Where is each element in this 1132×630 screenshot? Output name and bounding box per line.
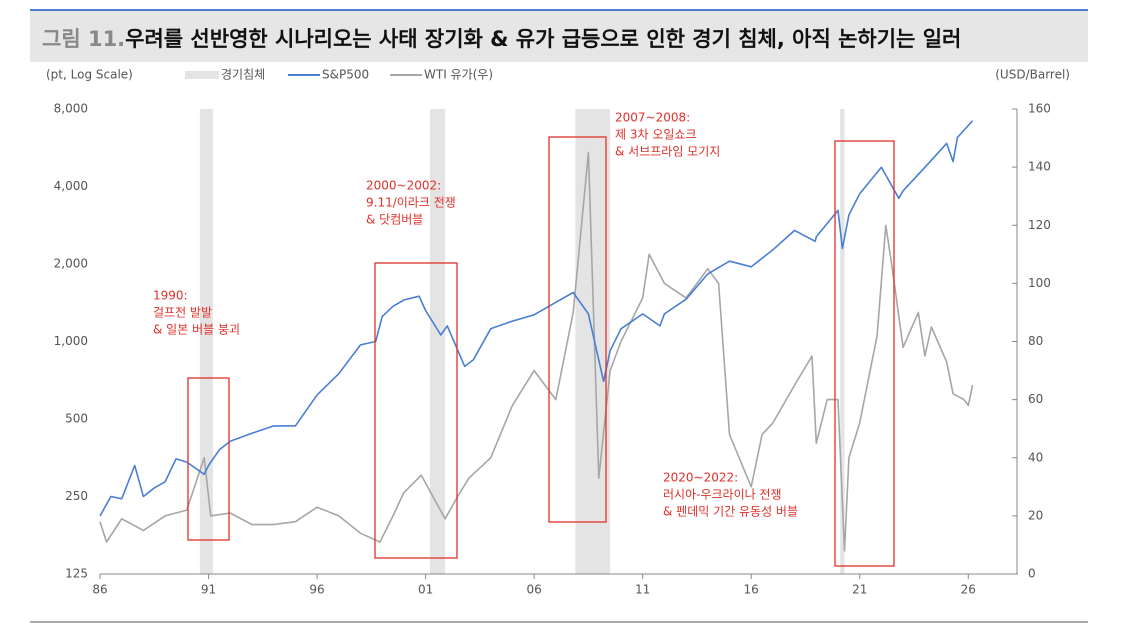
y-tick-label: 125 — [65, 567, 88, 581]
y-tick-label: 1,000 — [54, 334, 88, 348]
annotation-text: 9.11/이라크 전쟁 — [366, 196, 456, 210]
y2-tick-label: 140 — [1028, 160, 1051, 174]
annotation-text: & 닷컴버블 — [366, 213, 423, 227]
y-axis-label: (pt, Log Scale) — [46, 68, 133, 82]
annotation-box — [548, 136, 607, 523]
legend-label: WTI 유가(우) — [424, 68, 493, 82]
title-bar — [30, 10, 1088, 62]
y-tick-label: 4,000 — [54, 179, 88, 193]
x-tick-label: 86 — [92, 583, 107, 597]
y2-tick-label: 20 — [1028, 508, 1043, 522]
annotation-text: 러시아-우크라이나 전쟁 — [663, 488, 782, 502]
y2-tick-label: 120 — [1028, 218, 1051, 232]
x-tick-label: 11 — [635, 583, 650, 597]
annotation-text: 2000~2002: — [366, 179, 441, 193]
recession-band — [199, 109, 213, 574]
legend-label: 경기침체 — [221, 68, 265, 82]
x-tick-label: 91 — [201, 583, 216, 597]
x-tick-label: 21 — [852, 583, 867, 597]
annotation-text: & 일본 버블 붕괴 — [153, 323, 240, 337]
plot — [99, 109, 974, 574]
recession-band — [429, 109, 446, 574]
x-tick-label: 96 — [309, 583, 324, 597]
annotation-text: 걸프전 발발 — [153, 306, 212, 320]
y-tick-label: 250 — [65, 489, 88, 503]
y2-tick-label: 0 — [1028, 567, 1036, 581]
annotation-text: & 펜데믹 기간 유동성 버블 — [663, 505, 798, 519]
annotation-box — [187, 377, 230, 541]
x-tick-label: 06 — [526, 583, 541, 597]
annotation-text: 2020~2022: — [663, 471, 738, 485]
y-tick-label: 500 — [65, 412, 88, 426]
series-line — [99, 120, 974, 517]
x-tick-label: 01 — [418, 583, 433, 597]
y2-tick-label: 60 — [1028, 392, 1043, 406]
y2-axis-label: (USD/Barrel) — [995, 68, 1070, 82]
figure-label: 그림 11. — [42, 27, 125, 51]
series-line — [99, 151, 974, 552]
legend-label: S&P500 — [322, 68, 369, 82]
chart-title: 그림 11.우려를 선반영한 시나리오는 사태 장기화 & 유가 급등으로 인한… — [42, 27, 961, 51]
y2-tick-label: 100 — [1028, 276, 1051, 290]
annotations: 1990: 걸프전 발발 & 일본 버블 붕괴 2000~2002: 9.11/이라크 … — [153, 111, 895, 567]
y2-tick-label: 40 — [1028, 450, 1043, 464]
legend-swatch — [185, 71, 219, 79]
x-tick-label: 16 — [744, 583, 759, 597]
y-tick-label: 8,000 — [54, 102, 88, 116]
annotation-text: & 서브프라임 모기지 — [615, 145, 720, 159]
annotation-text: 제 3차 오일쇼크 — [615, 128, 697, 142]
y-tick-label: 2,000 — [54, 257, 88, 271]
title-text: 우려를 선반영한 시나리오는 사태 장기화 & 유가 급등으로 인한 경기 침체… — [125, 27, 961, 51]
y2-tick-label: 80 — [1028, 334, 1043, 348]
recession-band — [575, 109, 611, 574]
y2-tick-label: 160 — [1028, 102, 1051, 116]
annotation-box — [374, 262, 458, 559]
annotation-box — [834, 140, 895, 567]
annotation-text: 1990: — [153, 289, 188, 303]
annotation-text: 2007~2008: — [615, 111, 690, 125]
x-tick-label: 26 — [961, 583, 976, 597]
recession-band — [840, 109, 845, 574]
